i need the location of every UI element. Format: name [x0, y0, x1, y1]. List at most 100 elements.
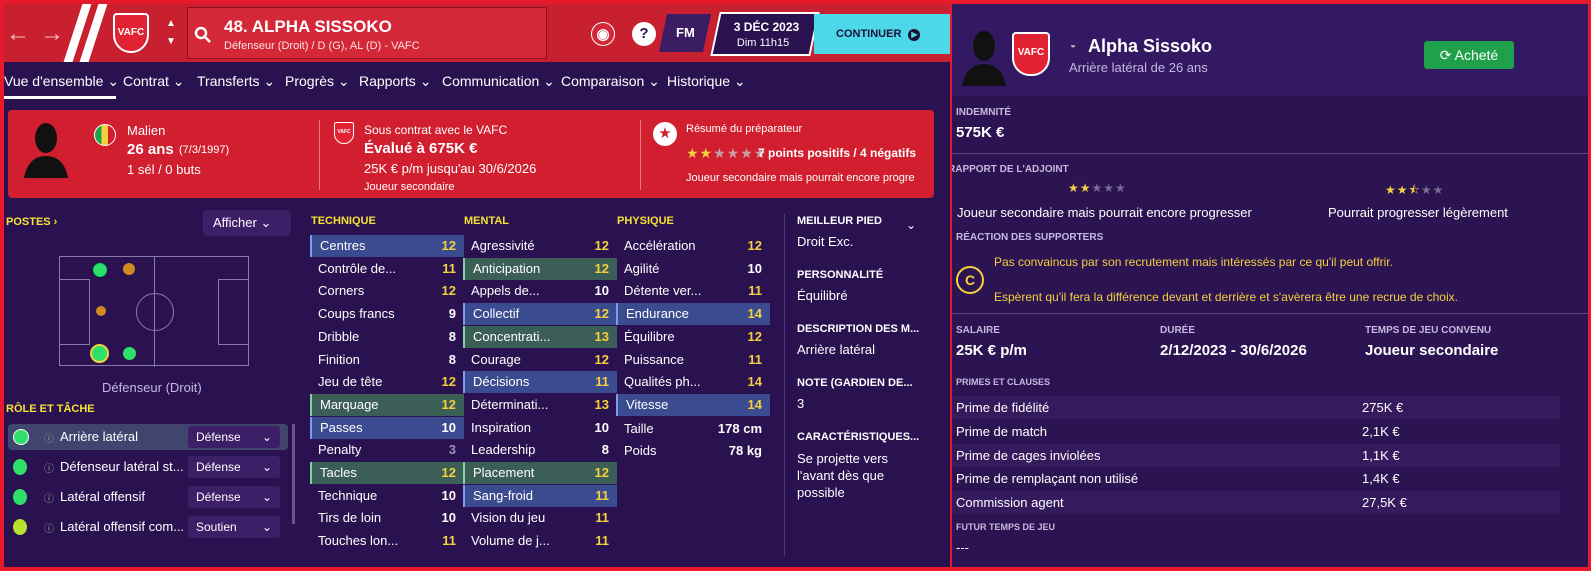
tab-comparison[interactable]: Comparaison ⌄ — [561, 73, 660, 89]
tab-transfers[interactable]: Transferts ⌄ — [197, 73, 276, 89]
scrollbar[interactable] — [292, 424, 295, 524]
back-arrow-icon[interactable]: ← — [6, 20, 30, 47]
tab-reports[interactable]: Rapports ⌄ — [359, 73, 432, 89]
player-search-box[interactable]: 48. ALPHA SISSOKO Défenseur (Droit) / D … — [187, 7, 547, 59]
role-row[interactable]: ⓘ Arrière latéral Défense ⌄ — [8, 424, 288, 450]
attribute-row[interactable]: Leadership 8 — [463, 439, 617, 461]
attribute-row[interactable]: Détente ver... 11 — [616, 280, 770, 302]
role-rating-icon — [13, 429, 29, 445]
technique-title: TECHNIQUE — [311, 215, 376, 227]
role-row[interactable]: ⓘ Latéral offensif com... Soutien ⌄ — [8, 514, 288, 540]
chevron-down-icon[interactable]: ⌄ — [906, 218, 917, 232]
attribute-name: Tacles — [320, 465, 357, 480]
attribute-row[interactable]: Corners 12 — [310, 280, 464, 302]
info-icon[interactable]: ⓘ — [44, 494, 54, 505]
fm-menu-button[interactable]: FM — [658, 14, 712, 52]
duty-dropdown[interactable]: Défense ⌄ — [188, 426, 280, 448]
duty-dropdown[interactable]: Soutien ⌄ — [188, 516, 280, 538]
center-circle — [136, 293, 174, 331]
position-dot-lb[interactable] — [93, 263, 107, 277]
help-icon[interactable]: ? — [632, 22, 656, 46]
player-name[interactable]: Alpha Sissoko — [1088, 36, 1213, 56]
role-title: RÔLE ET TÂCHE — [6, 403, 95, 415]
attribute-row[interactable]: Coups francs 9 — [310, 303, 464, 325]
info-icon[interactable]: ⓘ — [44, 524, 54, 535]
chevron-down-icon[interactable]: ▼ — [166, 36, 176, 47]
position-dot-rb[interactable] — [90, 344, 109, 363]
attribute-row[interactable]: Qualités ph... 14 — [616, 371, 770, 393]
world-icon[interactable]: ◉ — [591, 22, 615, 46]
attribute-row[interactable]: Accélération 12 — [616, 235, 770, 257]
info-icon[interactable]: ⓘ — [44, 434, 54, 445]
attribute-row[interactable]: Volume de j... 11 — [463, 530, 617, 552]
attribute-name: Leadership — [471, 442, 536, 458]
playtime-label: TEMPS DE JEU CONVENU — [1365, 325, 1492, 336]
future-playtime-label: FUTUR TEMPS DE JEU — [956, 522, 1056, 532]
attribute-row[interactable]: Penalty 3 — [310, 439, 464, 461]
attribute-row[interactable]: Anticipation 12 — [463, 257, 617, 280]
tab-communication[interactable]: Communication ⌄ — [442, 73, 555, 89]
tab-history[interactable]: Historique ⌄ — [667, 73, 746, 89]
show-dropdown[interactable]: Afficher ⌄ — [203, 210, 291, 236]
role-row[interactable]: ⓘ Latéral offensif Défense ⌄ — [8, 484, 288, 510]
position-dot-lwb[interactable] — [123, 263, 135, 275]
fm-label: FM — [675, 25, 695, 40]
attribute-name: Volume de j... — [471, 533, 550, 549]
attribute-row[interactable]: Finition 8 — [310, 349, 464, 371]
attribute-row[interactable]: Vitesse 14 — [616, 393, 770, 416]
attribute-row[interactable]: Puissance 11 — [616, 349, 770, 371]
attribute-row[interactable]: Concentrati... 13 — [463, 325, 617, 348]
attribute-row[interactable]: Agressivité 12 — [463, 235, 617, 257]
date-of-birth: (7/3/1997) — [179, 144, 230, 156]
attribute-row[interactable]: Placement 12 — [463, 462, 617, 484]
continue-button[interactable]: CONTINUER ▶ — [814, 14, 950, 54]
date-display[interactable]: 3 DÉC 2023 Dim 11h15 — [710, 12, 820, 56]
attribute-row[interactable]: Agilité 10 — [616, 258, 770, 280]
tab-overview[interactable]: Vue d'ensemble ⌄ — [4, 73, 120, 89]
club-crest-icon[interactable]: VAFC — [113, 13, 149, 53]
attribute-row[interactable]: Tacles 12 — [310, 462, 464, 484]
attribute-row[interactable]: Sang-froid 11 — [463, 484, 617, 507]
tab-progress[interactable]: Progrès ⌄ — [285, 73, 350, 89]
attribute-row[interactable]: Technique 10 — [310, 485, 464, 507]
duty-dropdown[interactable]: Défense ⌄ — [188, 456, 280, 478]
attribute-row[interactable]: Passes 10 — [310, 416, 464, 439]
positions-title[interactable]: POSTES › — [6, 216, 58, 228]
player-profile-panel: ← → VAFC ▲ ▼ 48. ALPHA SISSOKO Défenseur… — [4, 4, 950, 567]
attribute-row[interactable]: Appels de... 10 — [463, 280, 617, 302]
tab-contract[interactable]: Contrat ⌄ — [123, 73, 185, 89]
attribute-row[interactable]: Endurance 14 — [616, 303, 770, 326]
coach-stars: ★★★★★★ — [686, 145, 768, 161]
chevron-up-icon[interactable]: ▲ — [166, 18, 176, 29]
attribute-name: Concentrati... — [473, 328, 551, 344]
attribute-name: Collectif — [473, 306, 520, 322]
position-dot-rwb[interactable] — [123, 347, 136, 360]
attribute-row[interactable]: Touches lon... 11 — [310, 530, 464, 552]
attribute-row[interactable]: Courage 12 — [463, 349, 617, 371]
weight-row: Poids 78 kg — [616, 440, 770, 462]
attribute-row[interactable]: Décisions 11 — [463, 371, 617, 394]
role-row[interactable]: ⓘ Défenseur latéral st... Défense ⌄ — [8, 454, 288, 480]
attribute-row[interactable]: Centres 12 — [310, 235, 464, 257]
attribute-row[interactable]: Contrôle de... 11 — [310, 258, 464, 280]
attribute-value: 14 — [747, 396, 762, 412]
assistant-report-label: RAPPORT DE L'ADJOINT — [952, 164, 1069, 175]
clause-row: Prime de fidélité 275K € — [952, 396, 1560, 419]
player-header: VAFC ◒ Alpha Sissoko Arrière latéral de … — [952, 4, 1588, 96]
info-icon[interactable]: ⓘ — [44, 464, 54, 475]
duty-dropdown[interactable]: Défense ⌄ — [188, 486, 280, 508]
bought-button[interactable]: ⟳ Acheté — [1424, 41, 1514, 69]
attribute-row[interactable]: Collectif 12 — [463, 303, 617, 326]
day-time-text: Dim 11h15 — [736, 37, 790, 49]
attribute-row[interactable]: Jeu de tête 12 — [310, 371, 464, 393]
attribute-row[interactable]: Déterminati... 13 — [463, 394, 617, 416]
attribute-row[interactable]: Tirs de loin 10 — [310, 507, 464, 529]
attribute-row[interactable]: Dribble 8 — [310, 326, 464, 348]
attribute-row[interactable]: Inspiration 10 — [463, 417, 617, 439]
position-dot-lm[interactable] — [96, 306, 106, 316]
attribute-row[interactable]: Marquage 12 — [310, 393, 464, 416]
attribute-row[interactable]: Vision du jeu 11 — [463, 507, 617, 529]
star-badge-icon: ★ — [653, 122, 677, 146]
forward-arrow-icon[interactable]: → — [40, 20, 64, 47]
attribute-row[interactable]: Équilibre 12 — [616, 326, 770, 348]
